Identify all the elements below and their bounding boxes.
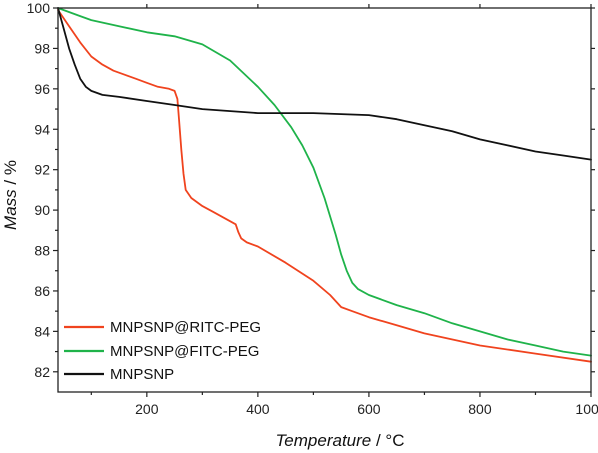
x-tick-label: 200 [135, 401, 159, 417]
y-tick-label: 86 [34, 283, 50, 299]
y-tick-label: 92 [34, 162, 50, 178]
y-tick-label: 100 [27, 0, 51, 16]
legend-label: MNPSNP [110, 366, 174, 383]
series-line-1 [57, 9, 592, 363]
plot-frame [57, 7, 592, 393]
y-tick-label: 98 [34, 40, 50, 56]
y-axis-title: Mass / % [1, 160, 20, 230]
legend-label: MNPSNP@RITC-PEG [110, 319, 261, 336]
x-tick-label: 800 [468, 401, 492, 417]
y-tick-label: 84 [34, 323, 50, 339]
y-tick-label: 88 [34, 243, 50, 259]
y-axis-title-unit: / % [1, 160, 20, 189]
y-tick-label: 82 [34, 364, 50, 380]
y-tick-label: 94 [34, 121, 50, 137]
x-tick-label: 1000 [575, 401, 598, 417]
series-layer [57, 7, 592, 363]
series-line-2 [57, 7, 592, 357]
y-tick-label: 96 [34, 81, 50, 97]
x-tick-label: 600 [357, 401, 381, 417]
x-axis-title-unit: / °C [371, 431, 404, 450]
axes-layer: 200 400 600 800 1000 82 84 86 88 90 92 94 96 98 100 [27, 0, 598, 417]
legend-label: MNPSNP@FITC-PEG [110, 343, 259, 360]
x-tick-label: 400 [246, 401, 270, 417]
series-line-3 [57, 7, 592, 161]
y-axis-title-main: Mass [1, 189, 20, 230]
legend: MNPSNP@RITC-PEG MNPSNP@FITC-PEG MNPSNP [64, 319, 261, 383]
y-tick-label: 90 [34, 202, 50, 218]
x-axis-title-main: Temperature [275, 431, 371, 450]
x-axis-title: Temperature / °C [275, 431, 404, 450]
